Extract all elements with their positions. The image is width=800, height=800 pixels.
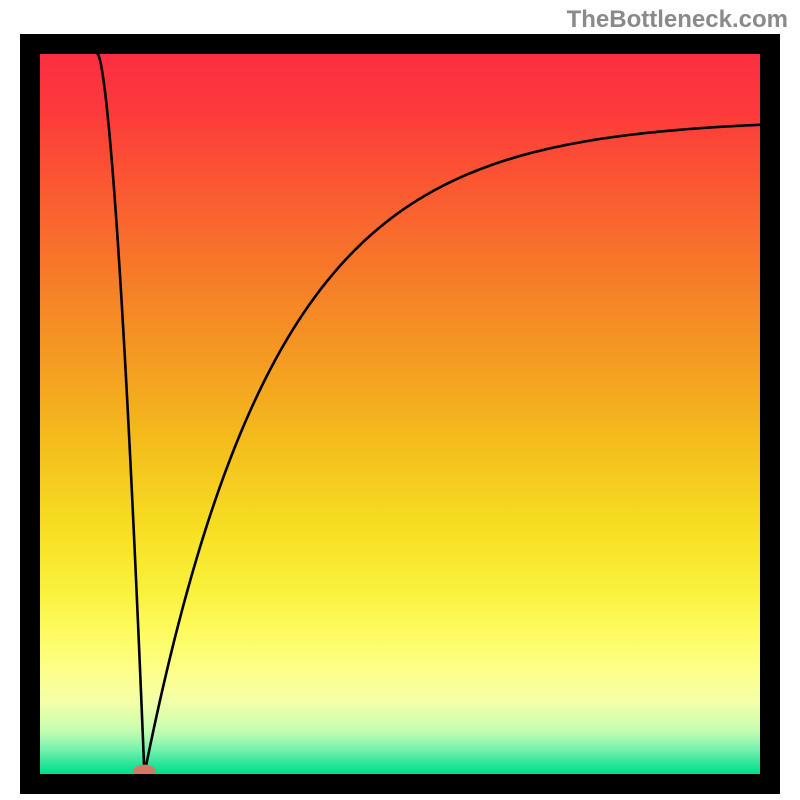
watermark-text: TheBottleneck.com — [567, 6, 788, 34]
plot-frame — [20, 34, 780, 794]
chart-stage: TheBottleneck.com — [0, 0, 800, 800]
